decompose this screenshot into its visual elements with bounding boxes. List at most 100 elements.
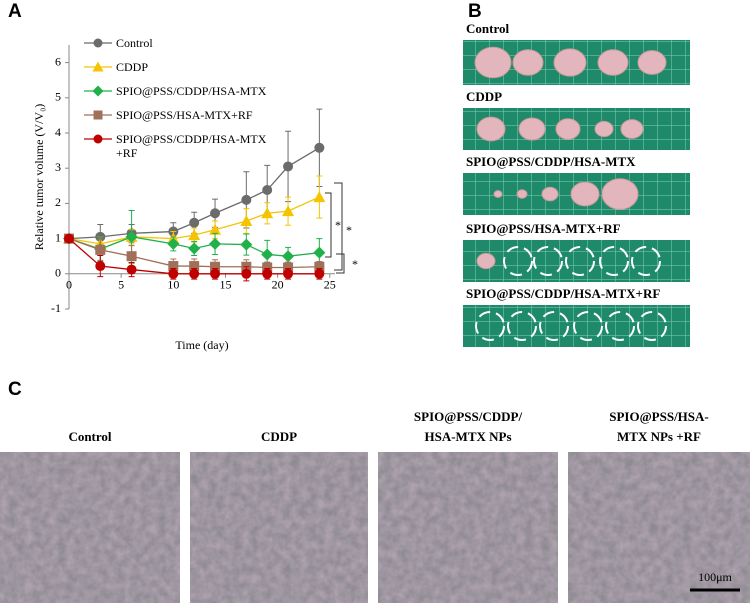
micrograph-label: Control	[68, 429, 111, 444]
y-tick-label: 0	[55, 266, 61, 280]
tumor	[601, 178, 639, 210]
marker	[240, 215, 253, 226]
marker	[283, 268, 294, 279]
y-tick-label: -1	[51, 301, 61, 315]
marker	[314, 142, 325, 153]
marker	[262, 268, 273, 279]
panel-label: C	[8, 379, 22, 400]
legend-label: Control	[116, 36, 153, 50]
marker	[261, 207, 274, 219]
marker	[126, 264, 137, 275]
y-axis-label: Relative tumor volume (V/V₀)	[32, 104, 46, 250]
marker	[313, 246, 326, 259]
marker	[93, 110, 103, 120]
photo-label: SPIO@PSS/HSA-MTX+RF	[466, 221, 621, 236]
micrograph-label: SPIO@PSS/CDDP/	[414, 409, 523, 424]
y-tick-label: 6	[55, 54, 61, 68]
marker	[261, 248, 274, 261]
series-line	[68, 196, 320, 245]
legend-label: SPIO@PSS/HSA-MTX+RF	[116, 108, 253, 122]
annotation: *	[335, 218, 341, 232]
marker	[314, 268, 325, 279]
tumor	[570, 181, 600, 207]
marker	[188, 242, 201, 255]
tumor	[476, 116, 506, 142]
photo-label: SPIO@PSS/CDDP/HSA-MTX+RF	[466, 286, 660, 301]
y-tick-label: 4	[55, 125, 61, 139]
photo-label: SPIO@PSS/CDDP/HSA-MTX	[466, 154, 636, 169]
legend-swatch	[84, 110, 112, 120]
marker	[189, 217, 200, 228]
marker	[282, 250, 295, 263]
empty-site	[539, 311, 569, 341]
legend-entry: SPIO@PSS/CDDP/HSA-MTX +RF	[84, 132, 281, 160]
x-tick-label: 20	[272, 278, 284, 292]
empty-site	[503, 246, 533, 276]
marker	[282, 205, 295, 217]
tumor	[474, 46, 512, 79]
marker	[283, 161, 294, 172]
tumor	[476, 252, 496, 270]
marker	[92, 85, 104, 97]
marker	[167, 237, 180, 250]
legend: Control CDDP SPIO@PSS/CDDP/HSA-MTX SPIO@PSS…	[84, 36, 281, 170]
marker	[188, 229, 201, 241]
micrograph-label: MTX NPs +RF	[617, 429, 701, 444]
tumor	[541, 186, 559, 202]
marker	[93, 134, 103, 144]
series-line	[68, 238, 320, 275]
annotation: *	[346, 223, 352, 237]
empty-site	[605, 311, 635, 341]
empty-site	[565, 246, 595, 276]
empty-site	[475, 311, 505, 341]
series-line	[68, 147, 320, 240]
empty-site	[533, 246, 563, 276]
tumor	[637, 50, 667, 75]
marker	[262, 185, 273, 196]
tumor	[594, 120, 614, 138]
marker	[314, 261, 325, 272]
marker	[125, 230, 138, 243]
marker	[64, 233, 74, 244]
marker	[283, 262, 294, 273]
photo-panel: Control CDDP SPIO@PSS/CDDP/HSA-MTX SPIO@PSS…	[463, 21, 690, 347]
photo	[463, 240, 690, 282]
micrograph-texture	[378, 452, 558, 603]
marker	[209, 223, 222, 235]
tumor	[555, 118, 581, 140]
tumor	[553, 48, 587, 77]
micrograph-texture	[0, 452, 180, 603]
x-tick-label: 15	[219, 278, 231, 292]
marker	[95, 244, 106, 255]
bracket	[325, 192, 332, 258]
marker	[240, 238, 253, 251]
legend-swatch	[84, 61, 112, 72]
legend-entry: CDDP	[84, 60, 281, 74]
marker	[189, 268, 200, 279]
marker	[210, 268, 221, 279]
panel-label: A	[8, 1, 22, 22]
marker	[241, 194, 252, 205]
legend-label: SPIO@PSS/CDDP/HSA-MTX +RF	[116, 132, 267, 160]
legend-entry: SPIO@PSS/CDDP/HSA-MTX	[84, 84, 281, 98]
empty-site	[507, 311, 537, 341]
empty-site	[637, 311, 667, 341]
marker	[189, 261, 200, 272]
marker	[126, 251, 137, 262]
micrograph-texture	[568, 452, 750, 603]
legend-swatch	[84, 134, 112, 144]
empty-site	[573, 311, 603, 341]
legend-swatch	[84, 85, 112, 97]
y-tick-label: 5	[55, 90, 61, 104]
micrograph-label: CDDP	[261, 429, 297, 444]
x-tick-label: 25	[324, 278, 336, 292]
legend-label: CDDP	[116, 60, 149, 74]
legend-label: SPIO@PSS/CDDP/HSA-MTX	[116, 84, 267, 98]
photo-label: CDDP	[466, 89, 502, 104]
tumor	[518, 117, 546, 141]
x-tick-label: 0	[66, 278, 72, 292]
tumor	[620, 119, 644, 139]
micrograph-label: SPIO@PSS/HSA-	[609, 409, 709, 424]
marker	[92, 61, 104, 72]
